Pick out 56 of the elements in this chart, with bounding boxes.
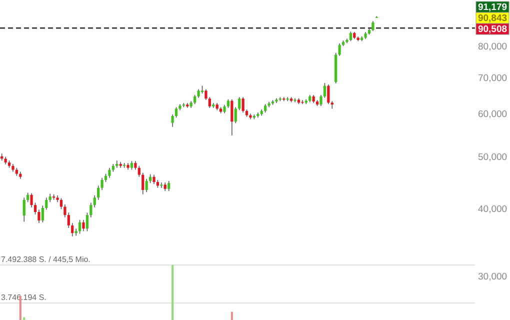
candlestick: [86, 212, 89, 232]
candlestick: [338, 43, 341, 56]
candlestick: [238, 96, 241, 111]
bar: [230, 312, 233, 320]
text: 91,179: [478, 2, 508, 14]
candlestick: [71, 222, 74, 237]
candlestick: [97, 185, 100, 200]
y-tick-label: 30,000: [478, 272, 508, 283]
candlestick: [204, 88, 208, 100]
candlestick: [372, 20, 374, 32]
candlestick: [45, 197, 48, 210]
ref-line-label: 7.492.388 S. / 445,5 Mio.: [1, 255, 90, 264]
candlestick: [108, 167, 111, 178]
candlestick: [38, 209, 40, 224]
candlestick: [160, 182, 163, 188]
bar: [23, 317, 26, 320]
candlestick: [138, 165, 140, 178]
candlestick: [330, 100, 334, 110]
candlestick: [90, 202, 92, 218]
candlestick: [230, 98, 234, 136]
candlestick: [152, 174, 156, 184]
candlestick: [142, 172, 144, 195]
candlestick: [41, 205, 44, 223]
candlestick: [116, 160, 118, 168]
y-tick-label: 40,000: [478, 204, 508, 216]
candlestick: [194, 94, 196, 105]
candlestick: [168, 180, 170, 192]
candlestick: [60, 198, 63, 210]
candlestick: [34, 202, 37, 215]
y-tick-label: 70,000: [478, 72, 508, 84]
candlestick: [327, 84, 330, 105]
bar: [172, 265, 174, 320]
candlestick: [78, 219, 82, 234]
text: 90,508: [478, 24, 508, 36]
candlestick: [145, 178, 148, 193]
candlestick: [174, 106, 178, 118]
candlestick: [234, 106, 237, 124]
candlestick: [67, 212, 70, 228]
candlestick: [64, 204, 66, 218]
y-tick-label: 80,000: [478, 41, 508, 52]
candlestick: [26, 192, 30, 203]
candlestick: [100, 177, 104, 190]
candlestick: [349, 31, 352, 42]
candlestick: [320, 94, 322, 106]
candlestick: [30, 192, 33, 208]
candlestick: [93, 195, 96, 208]
candlestick: [208, 96, 211, 108]
candlestick: [242, 96, 244, 113]
y-tick-label: 50,000: [478, 152, 508, 163]
y-tick-label: 60,000: [478, 108, 508, 120]
candlestick: [171, 114, 174, 128]
text: 90,843: [478, 13, 508, 24]
ref-line-label: 3.746.194 S.: [1, 292, 46, 302]
candlestick: [22, 197, 26, 222]
candlestick: [82, 219, 85, 232]
candlestick: [323, 82, 326, 98]
